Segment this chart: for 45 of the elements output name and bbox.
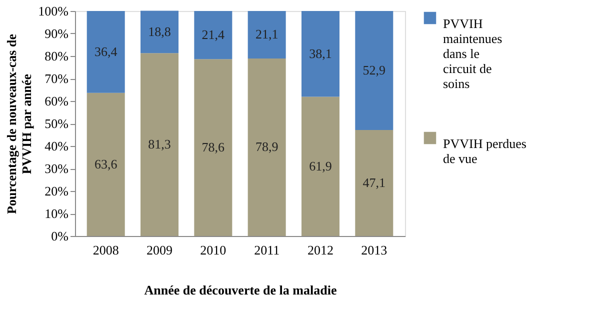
y-tick-label: 80% [44, 48, 69, 64]
y-tick-label: 40% [44, 138, 69, 154]
x-tick-label: 2011 [254, 242, 280, 258]
data-label: 21,4 [202, 27, 226, 42]
data-label: 61,9 [309, 158, 332, 174]
y-tick-label: 10% [44, 206, 69, 221]
y-tick-label: 60% [44, 94, 69, 108]
bar [140, 53, 179, 236]
data-label: 36,4 [94, 44, 118, 59]
bar [248, 58, 286, 236]
legend-label: PVVIH maintenues dans le circuit de soins [443, 16, 502, 91]
x-tick-label: 2009 [146, 242, 173, 258]
data-label: 38,1 [309, 46, 332, 61]
bar [140, 10, 179, 54]
y-tick-label: 70% [44, 71, 69, 86]
y-tick-label: 90% [44, 26, 69, 41]
data-label: 81,3 [148, 136, 171, 152]
y-tick-label: 0% [51, 228, 69, 244]
x-tick-label: 2012 [307, 242, 334, 258]
y-tick-label: 100% [38, 4, 69, 18]
data-label: 47,1 [362, 175, 386, 190]
x-tick-label: 2013 [361, 242, 388, 258]
data-label: 52,9 [362, 62, 386, 78]
data-label: 78,6 [202, 140, 226, 155]
bar [194, 59, 232, 236]
x-axis-title: Année de découverte de la maladie [144, 282, 337, 298]
data-label: 78,9 [255, 139, 278, 154]
bar [194, 11, 232, 60]
bar [248, 11, 286, 58]
bar [86, 11, 125, 93]
y-tick-label: 30% [44, 161, 69, 176]
bar [301, 11, 340, 97]
data-label: 21,1 [255, 26, 278, 42]
y-axis-title: Pourcentage de nouveaux-cas de PVVIH par année [4, 34, 34, 214]
bar [355, 11, 394, 130]
y-tick-label: 50% [44, 116, 69, 131]
bar [86, 92, 125, 236]
legend-label: PVVIH perdues de vue [443, 136, 526, 166]
y-tick-label: 20% [44, 184, 69, 198]
bar [301, 96, 340, 236]
x-tick-label: 2008 [92, 242, 119, 258]
data-label: 63,6 [94, 156, 118, 172]
data-label: 18,8 [148, 24, 171, 39]
x-tick-label: 2010 [200, 242, 226, 258]
bar [355, 130, 394, 236]
